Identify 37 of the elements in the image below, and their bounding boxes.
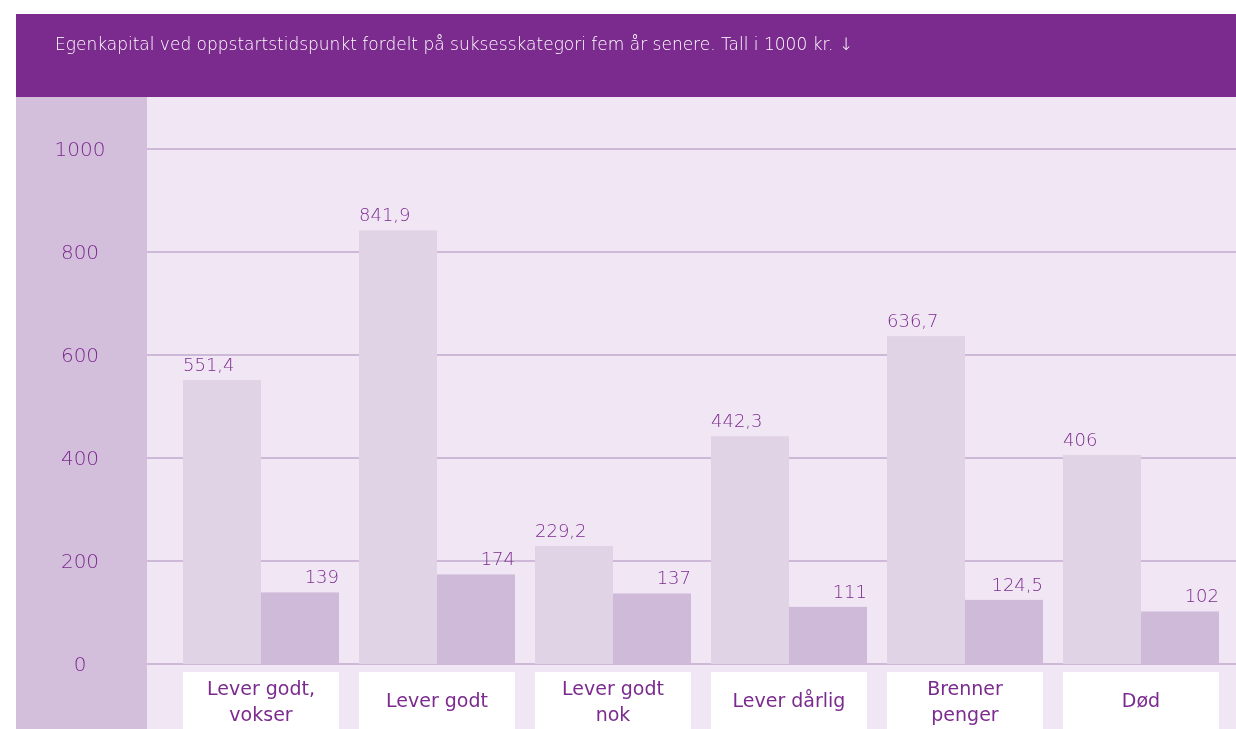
data-label: 442,3: [711, 410, 763, 432]
x-tick-label: Lever godt: [386, 689, 488, 711]
bar: [359, 230, 437, 664]
y-tick-label: 0: [73, 652, 87, 676]
y-tick-label: 800: [60, 240, 100, 264]
y-tick-label: 1000: [54, 137, 106, 161]
data-label: 111: [832, 580, 867, 602]
bar: [613, 593, 691, 664]
x-tick-label: Lever godt, vokser: [207, 677, 315, 725]
data-label: 551,4: [183, 354, 235, 376]
bar: [437, 574, 515, 664]
x-tick-label: Brenner penger: [927, 677, 1004, 725]
data-label: 406: [1063, 428, 1098, 450]
bar: [1063, 454, 1141, 664]
data-label: 137: [656, 567, 691, 589]
data-label: 841,9: [359, 204, 411, 226]
x-tick-label: Død: [1121, 689, 1161, 711]
data-label: 139: [304, 566, 339, 588]
y-tick-label: 600: [60, 343, 100, 367]
data-label: 229,2: [535, 519, 587, 541]
bar: [183, 380, 261, 664]
bar: [965, 599, 1043, 664]
x-tick-label: Lever dårlig: [732, 689, 846, 711]
bar: [535, 545, 613, 664]
y-tick-label: 200: [60, 549, 100, 573]
y-tick-label: 400: [60, 446, 100, 470]
bar: [887, 336, 965, 664]
data-label: 124,5: [991, 573, 1043, 595]
bar: [1141, 611, 1219, 664]
data-label: 636,7: [887, 310, 939, 332]
data-label: 174: [480, 548, 515, 570]
x-tick-label: Lever godt nok: [562, 677, 664, 725]
data-label: 102: [1184, 585, 1219, 607]
chart-title: Egenkapital ved oppstartstidspunkt fordelt på suksesskategori fem år senere. Tall i 1000 kr. ↓: [55, 34, 853, 54]
bar: [789, 606, 867, 664]
bar: [711, 436, 789, 664]
bar: [261, 592, 339, 664]
